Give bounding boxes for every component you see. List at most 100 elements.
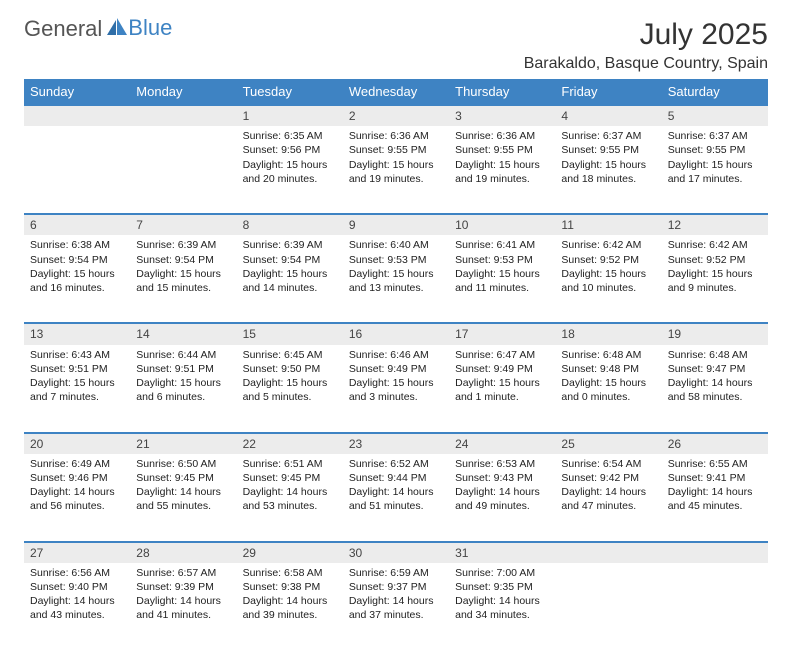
day-number-cell: 16 — [343, 323, 449, 344]
weekday-header: Monday — [130, 79, 236, 105]
day-details: Sunrise: 6:55 AMSunset: 9:41 PMDaylight:… — [662, 454, 768, 516]
day-content-cell: Sunrise: 6:54 AMSunset: 9:42 PMDaylight:… — [555, 454, 661, 542]
day-details: Sunrise: 6:44 AMSunset: 9:51 PMDaylight:… — [130, 345, 236, 407]
day-number-row: 20212223242526 — [24, 433, 768, 454]
brand-logo: General Blue — [24, 18, 172, 40]
day-number-cell: 18 — [555, 323, 661, 344]
day-details: Sunrise: 6:39 AMSunset: 9:54 PMDaylight:… — [130, 235, 236, 297]
sunrise-line: Sunrise: 6:38 AM — [30, 238, 124, 252]
day-number-cell: 8 — [237, 214, 343, 235]
sunset-line: Sunset: 9:38 PM — [243, 580, 337, 594]
sunrise-line: Sunrise: 6:46 AM — [349, 348, 443, 362]
day-content-cell: Sunrise: 6:47 AMSunset: 9:49 PMDaylight:… — [449, 345, 555, 433]
day-content-cell: Sunrise: 6:45 AMSunset: 9:50 PMDaylight:… — [237, 345, 343, 433]
daylight-line: Daylight: 15 hours and 5 minutes. — [243, 376, 337, 404]
sunset-line: Sunset: 9:40 PM — [30, 580, 124, 594]
weekday-header: Thursday — [449, 79, 555, 105]
day-details: Sunrise: 6:47 AMSunset: 9:49 PMDaylight:… — [449, 345, 555, 407]
day-number-cell: 13 — [24, 323, 130, 344]
day-number-cell: 21 — [130, 433, 236, 454]
day-number-cell: 9 — [343, 214, 449, 235]
day-content-cell: Sunrise: 6:42 AMSunset: 9:52 PMDaylight:… — [555, 235, 661, 323]
daylight-line: Daylight: 15 hours and 15 minutes. — [136, 267, 230, 295]
daylight-line: Daylight: 15 hours and 19 minutes. — [349, 158, 443, 186]
daylight-line: Daylight: 14 hours and 45 minutes. — [668, 485, 762, 513]
day-number-cell: 12 — [662, 214, 768, 235]
day-content-cell: Sunrise: 6:37 AMSunset: 9:55 PMDaylight:… — [555, 126, 661, 214]
sunrise-line: Sunrise: 6:52 AM — [349, 457, 443, 471]
title-block: July 2025 Barakaldo, Basque Country, Spa… — [524, 18, 768, 73]
sunrise-line: Sunrise: 6:49 AM — [30, 457, 124, 471]
day-content-cell: Sunrise: 6:53 AMSunset: 9:43 PMDaylight:… — [449, 454, 555, 542]
day-content-row: Sunrise: 6:49 AMSunset: 9:46 PMDaylight:… — [24, 454, 768, 542]
sunset-line: Sunset: 9:54 PM — [136, 253, 230, 267]
sunrise-line: Sunrise: 6:51 AM — [243, 457, 337, 471]
day-number-cell: 28 — [130, 542, 236, 563]
day-number-cell: 4 — [555, 105, 661, 126]
sunrise-line: Sunrise: 6:56 AM — [30, 566, 124, 580]
sunrise-line: Sunrise: 6:39 AM — [136, 238, 230, 252]
day-content-cell: Sunrise: 6:37 AMSunset: 9:55 PMDaylight:… — [662, 126, 768, 214]
sunset-line: Sunset: 9:49 PM — [349, 362, 443, 376]
sunset-line: Sunset: 9:53 PM — [349, 253, 443, 267]
day-number-cell: 7 — [130, 214, 236, 235]
daylight-line: Daylight: 15 hours and 1 minute. — [455, 376, 549, 404]
day-number-row: 12345 — [24, 105, 768, 126]
sunset-line: Sunset: 9:48 PM — [561, 362, 655, 376]
day-number-cell: 14 — [130, 323, 236, 344]
sunset-line: Sunset: 9:55 PM — [668, 143, 762, 157]
sunset-line: Sunset: 9:49 PM — [455, 362, 549, 376]
sunset-line: Sunset: 9:51 PM — [136, 362, 230, 376]
day-content-cell — [662, 563, 768, 651]
sunrise-line: Sunrise: 6:44 AM — [136, 348, 230, 362]
sunset-line: Sunset: 9:52 PM — [668, 253, 762, 267]
day-content-cell: Sunrise: 6:59 AMSunset: 9:37 PMDaylight:… — [343, 563, 449, 651]
day-number-cell — [662, 542, 768, 563]
day-content-cell: Sunrise: 6:56 AMSunset: 9:40 PMDaylight:… — [24, 563, 130, 651]
day-content-cell: Sunrise: 6:36 AMSunset: 9:55 PMDaylight:… — [449, 126, 555, 214]
day-number-cell: 11 — [555, 214, 661, 235]
day-details: Sunrise: 6:37 AMSunset: 9:55 PMDaylight:… — [662, 126, 768, 188]
day-details: Sunrise: 6:51 AMSunset: 9:45 PMDaylight:… — [237, 454, 343, 516]
day-number-cell: 27 — [24, 542, 130, 563]
daylight-line: Daylight: 14 hours and 56 minutes. — [30, 485, 124, 513]
day-content-cell: Sunrise: 6:39 AMSunset: 9:54 PMDaylight:… — [237, 235, 343, 323]
daylight-line: Daylight: 15 hours and 18 minutes. — [561, 158, 655, 186]
sunrise-line: Sunrise: 6:36 AM — [349, 129, 443, 143]
sunset-line: Sunset: 9:37 PM — [349, 580, 443, 594]
day-details: Sunrise: 6:56 AMSunset: 9:40 PMDaylight:… — [24, 563, 130, 625]
day-number-cell — [24, 105, 130, 126]
day-content-cell: Sunrise: 6:50 AMSunset: 9:45 PMDaylight:… — [130, 454, 236, 542]
daylight-line: Daylight: 15 hours and 14 minutes. — [243, 267, 337, 295]
daylight-line: Daylight: 14 hours and 39 minutes. — [243, 594, 337, 622]
sunrise-line: Sunrise: 6:39 AM — [243, 238, 337, 252]
day-number-cell: 19 — [662, 323, 768, 344]
daylight-line: Daylight: 15 hours and 19 minutes. — [455, 158, 549, 186]
calendar-table: SundayMondayTuesdayWednesdayThursdayFrid… — [24, 79, 768, 651]
day-details: Sunrise: 6:38 AMSunset: 9:54 PMDaylight:… — [24, 235, 130, 297]
sunrise-line: Sunrise: 6:37 AM — [668, 129, 762, 143]
day-details: Sunrise: 6:59 AMSunset: 9:37 PMDaylight:… — [343, 563, 449, 625]
day-number-cell: 1 — [237, 105, 343, 126]
day-number-cell: 26 — [662, 433, 768, 454]
sunset-line: Sunset: 9:35 PM — [455, 580, 549, 594]
daylight-line: Daylight: 14 hours and 58 minutes. — [668, 376, 762, 404]
day-content-row: Sunrise: 6:43 AMSunset: 9:51 PMDaylight:… — [24, 345, 768, 433]
sunset-line: Sunset: 9:45 PM — [243, 471, 337, 485]
daylight-line: Daylight: 14 hours and 49 minutes. — [455, 485, 549, 513]
sunset-line: Sunset: 9:43 PM — [455, 471, 549, 485]
day-content-cell: Sunrise: 6:49 AMSunset: 9:46 PMDaylight:… — [24, 454, 130, 542]
weekday-header: Sunday — [24, 79, 130, 105]
weekday-header: Tuesday — [237, 79, 343, 105]
day-number-cell: 29 — [237, 542, 343, 563]
day-number-cell: 24 — [449, 433, 555, 454]
sunset-line: Sunset: 9:53 PM — [455, 253, 549, 267]
sunset-line: Sunset: 9:45 PM — [136, 471, 230, 485]
day-details: Sunrise: 6:41 AMSunset: 9:53 PMDaylight:… — [449, 235, 555, 297]
day-content-cell: Sunrise: 6:41 AMSunset: 9:53 PMDaylight:… — [449, 235, 555, 323]
day-details: Sunrise: 6:48 AMSunset: 9:47 PMDaylight:… — [662, 345, 768, 407]
day-details: Sunrise: 6:42 AMSunset: 9:52 PMDaylight:… — [662, 235, 768, 297]
calendar-head: SundayMondayTuesdayWednesdayThursdayFrid… — [24, 79, 768, 105]
daylight-line: Daylight: 15 hours and 13 minutes. — [349, 267, 443, 295]
sunrise-line: Sunrise: 6:42 AM — [561, 238, 655, 252]
